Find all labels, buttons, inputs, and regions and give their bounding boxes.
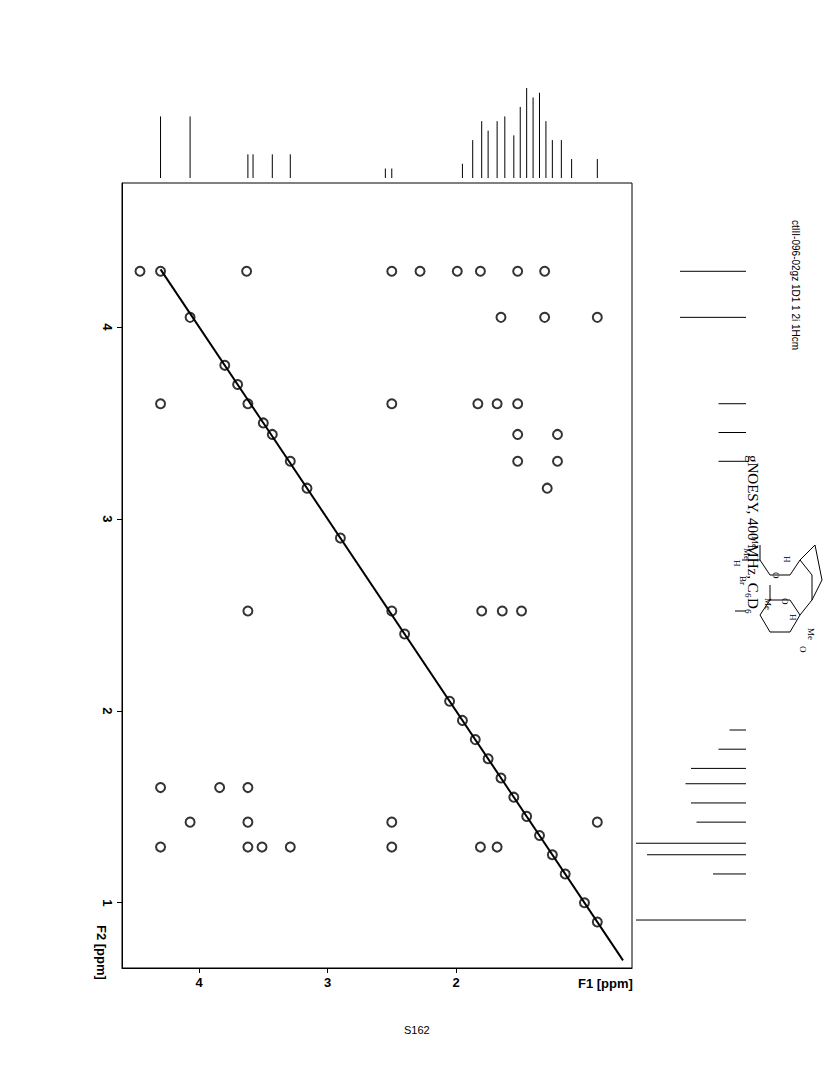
svg-text:Br: Br [738,576,748,585]
svg-text:4: 4 [100,323,115,331]
svg-text:S162: S162 [404,1024,430,1036]
svg-text:3: 3 [100,515,115,522]
svg-text:3: 3 [324,975,331,990]
svg-text:4: 4 [195,975,203,990]
svg-text:Me: Me [763,598,773,610]
svg-text:F2 [ppm]: F2 [ppm] [94,925,109,980]
svg-text:O: O [771,572,781,579]
svg-text:H: H [788,614,798,621]
svg-text:Me: Me [806,628,816,640]
svg-text:Me: Me [742,548,752,560]
svg-text:H: H [732,560,742,567]
svg-text:Me: Me [750,536,760,548]
svg-text:O: O [780,598,790,605]
svg-text:1: 1 [100,899,115,906]
svg-text:gNOESY, 400 MHz, C₆D₆: gNOESY, 400 MHz, C₆D₆ [745,455,761,614]
svg-text:2: 2 [452,975,459,990]
svg-text:ctIII-096-02gz 1D1 1 2i 1Hcm: ctIII-096-02gz 1D1 1 2i 1Hcm [790,220,801,350]
svg-text:F1 [ppm]: F1 [ppm] [578,976,633,991]
svg-text:2: 2 [100,707,115,714]
svg-text:H: H [782,556,792,563]
svg-text:O: O [798,646,808,653]
